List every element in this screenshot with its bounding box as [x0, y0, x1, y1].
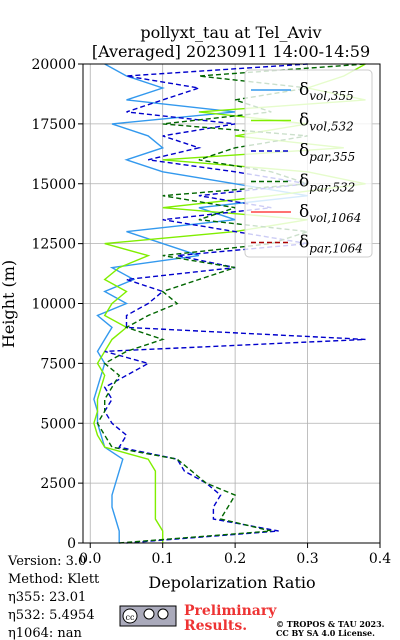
y-tick-label: 5000 [40, 416, 76, 432]
legend-label: δpar,1064 [299, 233, 363, 256]
y-tick-label: 17500 [31, 117, 76, 133]
info-line: η1064: nan [8, 626, 83, 640]
y-tick-label: 20000 [31, 57, 76, 73]
x-tick-label: 0.3 [296, 551, 318, 567]
legend-label: δvol,355 [299, 80, 354, 103]
y-tick-label: 10000 [31, 297, 76, 313]
legend-label: δpar,532 [299, 172, 355, 195]
license-text: © TROPOS & TAU 2023. [276, 619, 385, 629]
chart-subtitle: [Averaged] 20230911 14:00-14:59 [92, 42, 370, 61]
y-tick-label: 0 [67, 536, 76, 552]
legend-label: δvol,1064 [299, 202, 361, 225]
series-line [93, 63, 308, 543]
y-tick-label: 15000 [31, 177, 76, 193]
info-block: Version: 3.0 Method: Klett η355: 23.01 η532… [7, 554, 100, 640]
y-tick-label: 2500 [40, 476, 76, 492]
x-tick-label: 0.2 [224, 551, 246, 567]
info-line: η355: 23.01 [8, 590, 86, 605]
cc-logo: cc [119, 605, 177, 627]
y-tick-label: 7500 [40, 356, 76, 372]
x-tick-label: 0.4 [369, 551, 391, 567]
plot-frame [82, 63, 381, 544]
legend-label: δvol,532 [299, 111, 354, 134]
preliminary-text: Results. [184, 618, 247, 634]
x-tick-label: 0.0 [79, 551, 101, 567]
legend-box [244, 69, 373, 258]
svg-text:cc: cc [126, 613, 135, 622]
info-line: η532: 5.4954 [8, 608, 95, 623]
info-line: Method: Klett [8, 572, 100, 587]
preliminary-text: Preliminary [184, 603, 277, 619]
chart-title: pollyxt_tau at Tel_Aviv [140, 23, 321, 42]
info-line: Version: 3.0 [7, 554, 86, 569]
legend-label: δpar,355 [299, 141, 355, 164]
y-axis-label: Height (m) [0, 260, 18, 348]
x-tick-label: 0.1 [152, 551, 174, 567]
y-tick-label: 12500 [31, 237, 76, 253]
x-axis-label: Depolarization Ratio [148, 573, 315, 592]
license-text: CC BY SA 4.0 License. [276, 628, 375, 638]
series-line [103, 63, 366, 544]
